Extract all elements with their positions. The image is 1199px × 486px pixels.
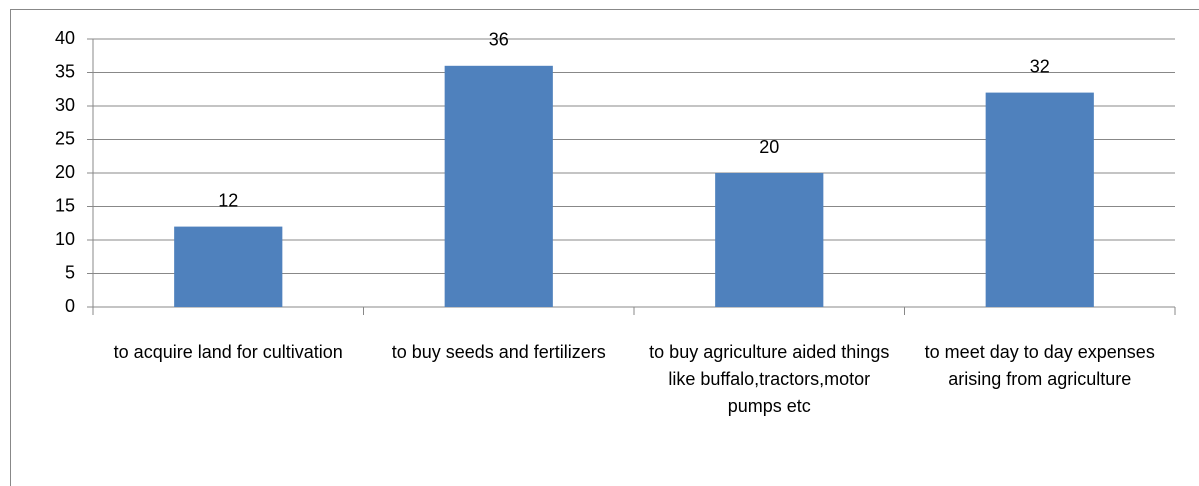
y-tick-label: 0: [65, 296, 75, 316]
y-tick-label: 10: [55, 229, 75, 249]
y-tick-label: 15: [55, 195, 75, 215]
y-tick-label: 30: [55, 95, 75, 115]
y-tick-label: 25: [55, 128, 75, 148]
x-tick-label: to acquire land for cultivation: [113, 342, 343, 362]
data-label: 12: [218, 190, 238, 210]
y-tick-label: 40: [55, 28, 75, 48]
y-tick-label: 35: [55, 61, 75, 81]
bar: [444, 65, 553, 307]
bar: [715, 173, 824, 307]
chart-border: [10, 9, 1199, 486]
y-tick-label: 20: [55, 162, 75, 182]
data-label: 20: [759, 137, 779, 157]
data-label: 32: [1030, 56, 1050, 76]
data-label: 36: [489, 30, 509, 50]
x-tick-label: to buy agriculture aided things like buf…: [649, 342, 890, 416]
x-tick-label: to meet day to day expenses arising from…: [924, 342, 1155, 389]
x-tick-label: to buy seeds and fertilizers: [391, 342, 606, 362]
bar: [985, 92, 1094, 307]
bar: [174, 226, 283, 307]
y-tick-label: 5: [65, 262, 75, 282]
